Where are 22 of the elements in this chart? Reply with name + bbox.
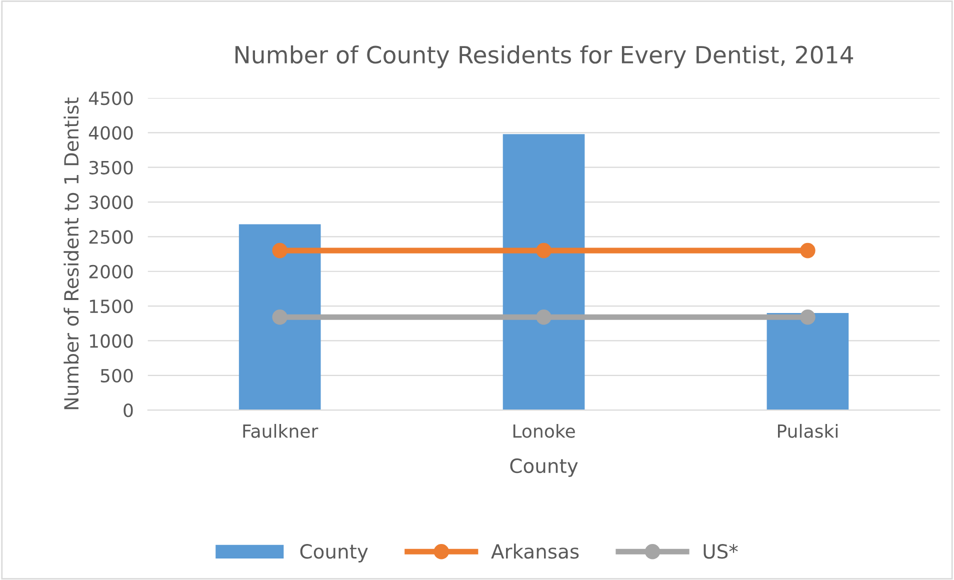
x-axis-title: County	[510, 458, 578, 477]
y-tick-label: 4500	[88, 91, 133, 106]
y-tick-label: 0	[124, 404, 133, 418]
x-tick-label: Pulaski	[778, 424, 838, 438]
y-axis-title: Number of Resident to 1 Dentist	[64, 97, 79, 410]
bar	[502, 134, 585, 410]
y-tick-label: 4000	[88, 126, 133, 140]
bar	[238, 224, 321, 410]
y-tick-label: 2000	[89, 264, 133, 278]
x-tick-label: Faulkner	[243, 424, 318, 438]
legend-label: US*	[704, 544, 738, 559]
y-tick-label: 500	[100, 368, 133, 383]
y-tick-label: 2500	[89, 230, 133, 244]
chart-title: Number of County Residents for Every Dentist, 2014	[235, 45, 854, 68]
y-tick-label: 1500	[90, 300, 133, 314]
y-tick-label: 1000	[90, 334, 133, 348]
legend-label: Arkansas	[491, 544, 579, 559]
legend-label: County	[300, 544, 368, 562]
y-tick-label: 3000	[89, 195, 133, 210]
y-tick-label: 3500	[89, 160, 133, 174]
bar	[766, 312, 849, 410]
x-tick-label: Lonoke	[513, 424, 575, 438]
